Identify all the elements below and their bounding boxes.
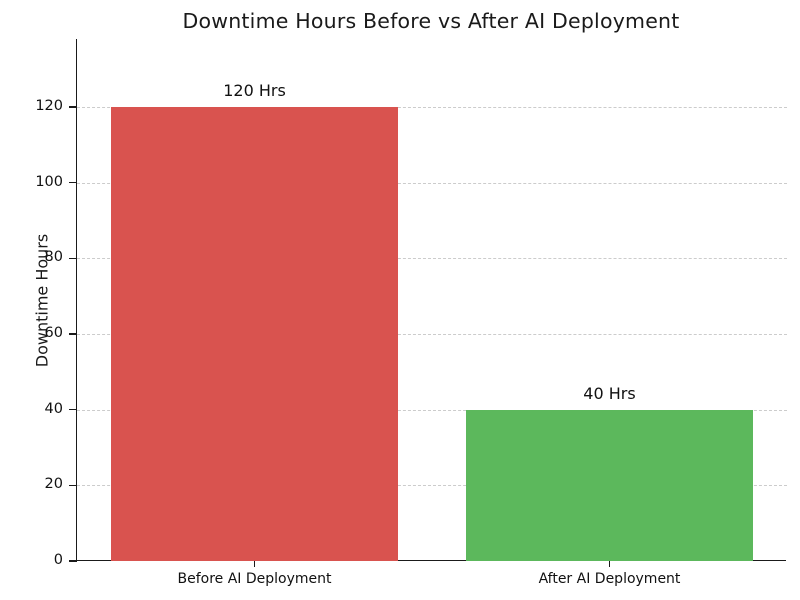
y-tick-label: 80 — [44, 249, 63, 266]
y-axis-label: Downtime Hours — [32, 233, 52, 368]
gridline — [77, 107, 787, 109]
y-tick-mark — [69, 484, 77, 487]
y-tick-mark — [69, 257, 77, 260]
bar — [465, 409, 754, 561]
x-tick-label: After AI Deployment — [538, 571, 681, 587]
y-tick-label: 0 — [53, 552, 63, 568]
bar-value-label: 120 Hrs — [223, 81, 286, 101]
y-tick-label: 100 — [35, 173, 63, 190]
y-tick-mark — [69, 560, 77, 562]
gridline — [77, 485, 787, 487]
y-tick-label: 20 — [44, 476, 63, 493]
bar — [110, 107, 399, 561]
y-tick-label: 60 — [44, 325, 63, 342]
y-tick-mark — [69, 181, 77, 184]
chart-title: Downtime Hours Before vs After AI Deploy… — [182, 9, 680, 33]
y-tick-label: 40 — [44, 400, 63, 417]
gridline — [77, 409, 787, 411]
bar-value-label: 40 Hrs — [583, 383, 636, 403]
plot-area: 0 20 40 60 80 100 120 120 Hrs Before AI Deployme… — [35, 39, 787, 587]
y-tick-mark — [69, 106, 77, 108]
gridline — [77, 334, 787, 336]
x-tick-mark — [608, 561, 611, 567]
y-tick-mark — [69, 333, 77, 335]
x-tick-mark — [253, 561, 256, 567]
y-tick-label: 120 — [35, 98, 63, 115]
gridline — [77, 182, 787, 184]
gridline — [77, 258, 787, 260]
y-tick-mark — [69, 408, 77, 411]
x-tick-label: Before AI Deployment — [177, 571, 332, 587]
